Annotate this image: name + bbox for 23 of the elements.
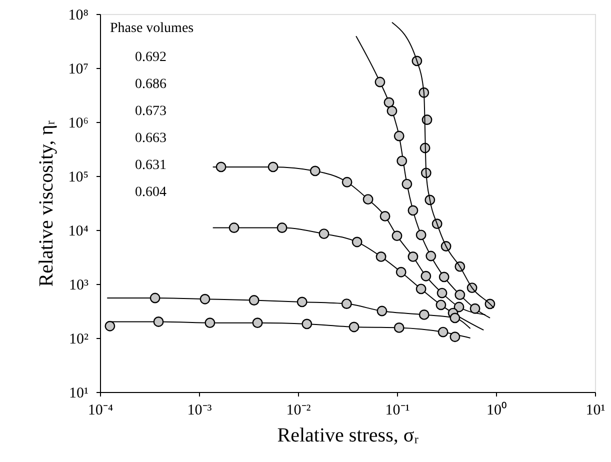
x-tick-label: 10⁻³: [187, 402, 212, 418]
y-tick-label: 10⁶: [68, 116, 88, 132]
x-tick-label: 10⁻²: [286, 402, 312, 418]
annotation: 0.631: [135, 158, 166, 173]
x-tick-label: 10⁰: [486, 402, 506, 418]
x-tick-label: 10¹: [586, 402, 606, 418]
y-tick-label: 10³: [69, 278, 89, 294]
y-axis-title: Relative viscosity, ηᵣ: [35, 120, 58, 287]
y-tick-label: 10⁸: [68, 8, 88, 24]
annotation: 0.673: [135, 104, 166, 119]
y-tick-label: 10⁷: [68, 62, 88, 78]
y-tick-label: 10²: [69, 332, 89, 348]
y-tick-label: 10⁴: [68, 224, 88, 240]
annotation: Phase volumes: [110, 21, 194, 36]
x-axis-title: Relative stress, σᵣ: [277, 424, 420, 446]
x-tick-label: 10⁻¹: [385, 402, 410, 418]
annotation: 0.686: [135, 77, 166, 92]
annotation: 0.604: [135, 185, 166, 200]
annotation: 0.692: [135, 50, 166, 65]
annotation: 0.663: [135, 131, 166, 146]
x-tick-label: 10⁻⁴: [88, 402, 114, 418]
y-tick-label: 10⁵: [68, 170, 88, 186]
y-tick-label: 10¹: [69, 386, 88, 402]
